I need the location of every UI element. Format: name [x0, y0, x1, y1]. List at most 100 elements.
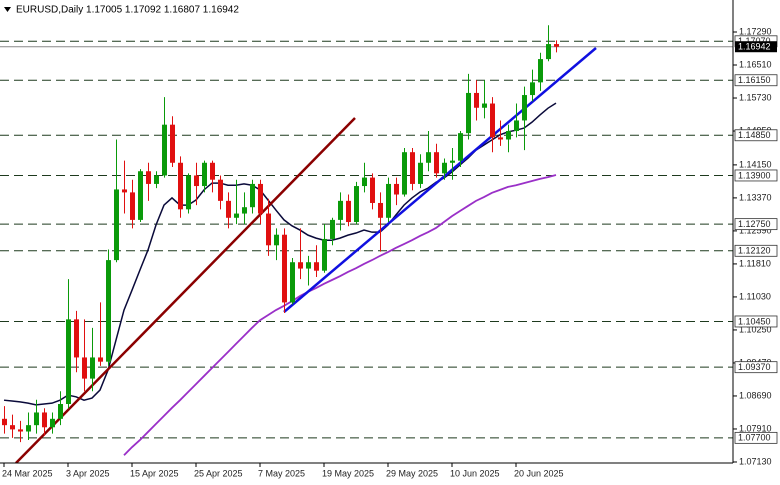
y-tick-label: 1.08690 [739, 390, 772, 400]
level-label-box [734, 218, 778, 231]
candle-body [266, 213, 271, 246]
candle-body [442, 162, 447, 174]
candle-body [10, 425, 15, 430]
candle-body [202, 162, 207, 187]
candle-body [186, 175, 191, 210]
candle-body [314, 262, 319, 271]
moving-average [123, 174, 557, 456]
x-tick-label: 20 Jun 2025 [514, 468, 564, 478]
candle-body [210, 162, 215, 180]
candle-body [146, 171, 151, 184]
candle-body [554, 44, 559, 47]
candle-body [138, 171, 143, 220]
candle-body [74, 319, 79, 358]
moving-average [3, 102, 557, 406]
candle-body [370, 177, 375, 203]
candle-body [58, 404, 63, 419]
y-tick-label: 1.07130 [739, 456, 772, 466]
x-tick-label: 19 May 2025 [322, 468, 374, 478]
candle-body [34, 412, 39, 426]
y-tick-label: 1.07910 [739, 423, 772, 433]
level-label-box [734, 244, 778, 257]
candle-body [378, 202, 383, 218]
y-tick-label: 1.11810 [739, 258, 771, 268]
level-label-box [734, 129, 778, 142]
candle-body [354, 186, 359, 223]
axis-layer: 1.172901.165101.157301.149501.141501.133… [2, 26, 778, 478]
candle-body [242, 207, 247, 214]
candle-body [50, 418, 55, 428]
candle-body [114, 189, 119, 261]
candle-body [322, 238, 327, 271]
candle-body [530, 82, 535, 96]
candle-body [290, 262, 295, 303]
level-label: 1.13900 [738, 170, 771, 180]
x-tick-label: 3 Apr 2025 [66, 468, 110, 478]
candle-body [234, 213, 239, 218]
candle-body [506, 131, 511, 140]
candle-body [434, 152, 439, 174]
trend-line [15, 117, 356, 463]
level-label: 1.12750 [738, 219, 771, 229]
candle-body [66, 319, 71, 405]
candle-body [90, 357, 95, 379]
level-label: 1.07700 [738, 433, 771, 443]
x-tick-label: 24 Mar 2025 [2, 468, 53, 478]
candle-body [178, 162, 183, 210]
candle-body [2, 418, 7, 426]
candle-body [250, 183, 255, 208]
candle-body [154, 175, 159, 184]
candle-body [130, 192, 135, 220]
candle-body [522, 95, 527, 121]
candle-body [306, 262, 311, 269]
candle-body [274, 234, 279, 246]
candle-body [474, 92, 479, 108]
candles-layer [2, 25, 559, 443]
candle-body [346, 200, 351, 223]
candle-body [194, 175, 199, 187]
candle-body [122, 189, 127, 193]
candle-body [362, 177, 367, 187]
y-tick-label: 1.14150 [739, 159, 772, 169]
candle-body [394, 183, 399, 195]
current-price-box [735, 41, 777, 53]
candle-body [514, 120, 519, 132]
candle-body [418, 162, 423, 184]
x-tick-label: 10 Jun 2025 [450, 468, 500, 478]
candle-body [282, 234, 287, 303]
candle-body [338, 200, 343, 220]
candle-body [98, 357, 103, 362]
level-label: 1.12120 [738, 246, 771, 256]
y-tick-label: 1.12590 [739, 225, 772, 235]
candle-body [466, 92, 471, 134]
y-tick-label: 1.17290 [739, 26, 772, 36]
candle-body [538, 59, 543, 83]
candle-body [546, 44, 551, 60]
candle-body [426, 152, 431, 163]
candle-body [218, 179, 223, 201]
candle-body [26, 425, 31, 432]
level-label-box [734, 431, 778, 444]
candle-body [106, 260, 111, 362]
candle-body [162, 124, 167, 176]
y-tick-label: 1.13370 [739, 192, 772, 202]
level-label: 1.09370 [738, 362, 771, 372]
candle-body [82, 357, 87, 379]
candle-body [298, 262, 303, 269]
y-tick-label: 1.15730 [739, 92, 772, 102]
x-tick-label: 7 May 2025 [258, 468, 305, 478]
chart-title: EURUSD,Daily 1.17005 1.17092 1.16807 1.1… [16, 5, 239, 16]
candle-body [42, 412, 47, 428]
level-label: 1.16150 [738, 75, 771, 85]
candle-body [330, 219, 335, 239]
candle-body [490, 103, 495, 138]
candle-body [450, 160, 455, 163]
level-label-box [734, 74, 778, 87]
candle-body [170, 124, 175, 163]
menu-icon [4, 7, 11, 12]
candle-body [402, 152, 407, 195]
y-tick-label: 1.10250 [739, 324, 772, 334]
candle-body [498, 137, 503, 140]
candle-body [386, 183, 391, 218]
